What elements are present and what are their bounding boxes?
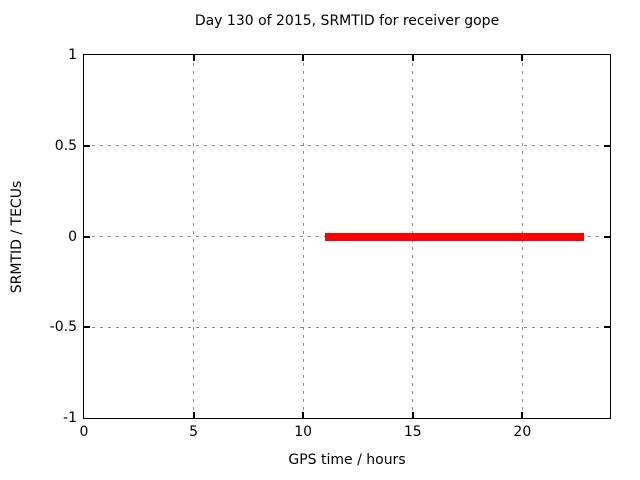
y-tick-right-0 (604, 235, 610, 238)
gridline-y-0.5 (84, 145, 610, 147)
y-tick-label-1: 1 (68, 47, 77, 63)
x-tick-bottom-15 (411, 412, 414, 418)
y-tick-label--0.5: -0.5 (49, 319, 77, 336)
x-tick-label-0: 0 (79, 424, 89, 440)
x-tick-bottom-10 (302, 412, 305, 418)
x-axis-title: GPS time / hours (288, 452, 406, 468)
x-tick-top-20 (521, 55, 524, 61)
x-tick-top-5 (192, 55, 195, 61)
chart-title: Day 130 of 2015, SRMTID for receiver gop… (194, 13, 500, 29)
plot-area (83, 54, 611, 419)
x-tick-bottom-5 (192, 412, 195, 418)
y-tick-label-0: 0 (68, 228, 77, 245)
x-tick-top-10 (302, 55, 305, 61)
y-tick-label--1: -1 (63, 410, 77, 426)
y-tick-label-0.5: 0.5 (54, 137, 77, 154)
y-tick-left--0.5 (84, 326, 90, 329)
x-tick-bottom-20 (521, 412, 524, 418)
x-tick-label-10: 10 (294, 424, 313, 440)
gridline-y--0.5 (84, 326, 610, 328)
series-line-srmtid (325, 232, 584, 241)
y-tick-right--0.5 (604, 326, 610, 329)
x-tick-top-15 (411, 55, 414, 61)
y-axis-title: SRMTID / TECUs (9, 180, 25, 294)
x-tick-label-5: 5 (189, 424, 199, 440)
y-tick-left-0 (84, 235, 90, 238)
x-tick-label-15: 15 (403, 424, 422, 440)
y-tick-left-0.5 (84, 144, 90, 147)
y-tick-right-0.5 (604, 144, 610, 147)
x-tick-label-20: 20 (513, 424, 532, 440)
